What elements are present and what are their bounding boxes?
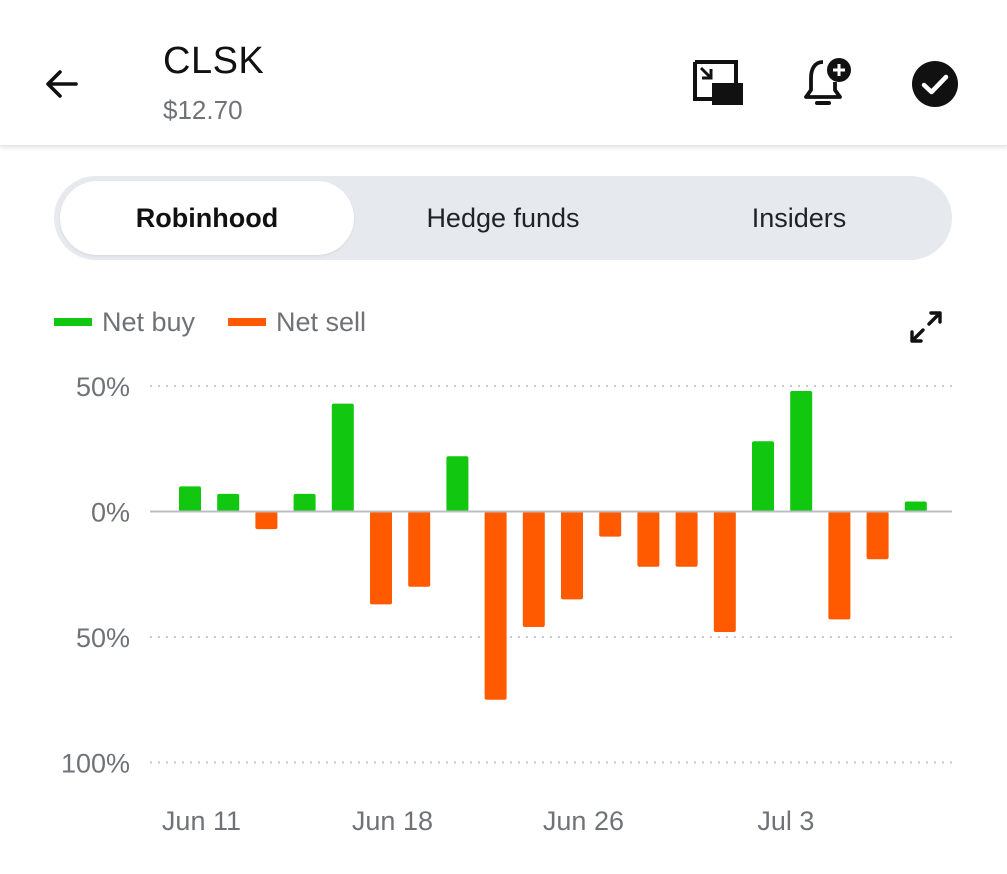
y-tick-label: 100% xyxy=(61,749,130,779)
y-tick-label: 50% xyxy=(76,372,130,402)
check-circle-icon xyxy=(912,61,958,107)
legend-net-buy-label: Net buy xyxy=(102,306,196,337)
expand-chart-button[interactable] xyxy=(902,303,950,351)
legend-net-sell-label: Net sell xyxy=(276,306,367,337)
net-sell-bar xyxy=(599,511,622,537)
legend-net-sell: Net sell xyxy=(228,306,366,338)
tab-robinhood[interactable]: Robinhood xyxy=(60,181,354,255)
net-sell-swatch xyxy=(228,318,266,326)
net-sell-bar xyxy=(637,511,660,567)
legend-net-buy: Net buy xyxy=(54,306,195,338)
x-tick-label: Jun 26 xyxy=(543,806,624,836)
net-buy-bar xyxy=(293,493,316,512)
bell-plus-icon xyxy=(804,58,851,105)
top-app-bar: CLSK $12.70 xyxy=(0,0,1007,146)
picture-in-picture-icon xyxy=(693,60,743,105)
net-buy-bar xyxy=(331,403,354,512)
net-buy-bar xyxy=(217,493,240,512)
net-buy-swatch xyxy=(54,318,92,326)
source-tabs: Robinhood Hedge funds Insiders xyxy=(54,176,952,260)
net-sell-bar xyxy=(828,511,851,620)
net-sell-bar xyxy=(561,511,583,600)
net-sell-bar xyxy=(713,511,736,632)
net-buy-bar xyxy=(179,486,201,512)
net-sell-bar xyxy=(675,511,698,567)
x-tick-label: Jul 3 xyxy=(757,806,814,836)
add-alert-button[interactable] xyxy=(798,56,854,112)
net-sell-bar xyxy=(370,511,392,605)
y-tick-label: 0% xyxy=(91,498,130,528)
net-buy-bar xyxy=(904,501,927,512)
net-sell-bar xyxy=(408,511,431,587)
tab-hedge-funds[interactable]: Hedge funds xyxy=(426,202,580,233)
stock-price: $12.70 xyxy=(163,95,243,125)
stock-ticker: CLSK xyxy=(163,40,265,82)
net-sell-bar xyxy=(522,511,545,627)
x-tick-label: Jun 11 xyxy=(162,806,241,836)
arrow-left-icon xyxy=(46,70,78,98)
picture-in-picture-button[interactable] xyxy=(691,56,747,112)
net-buy-bar xyxy=(446,456,469,512)
expand-arrows-icon xyxy=(910,311,942,343)
tab-insiders[interactable]: Insiders xyxy=(751,202,847,233)
back-button[interactable] xyxy=(36,58,88,110)
net-buy-bar xyxy=(790,391,813,512)
net-sell-bar xyxy=(484,511,507,700)
net-sell-bar xyxy=(866,511,889,560)
watchlist-button[interactable] xyxy=(907,56,963,112)
y-tick-label: 50% xyxy=(76,623,130,653)
x-tick-label: Jun 18 xyxy=(352,806,433,836)
net-sell-bar xyxy=(255,511,278,530)
net-buy-bar xyxy=(752,441,774,512)
